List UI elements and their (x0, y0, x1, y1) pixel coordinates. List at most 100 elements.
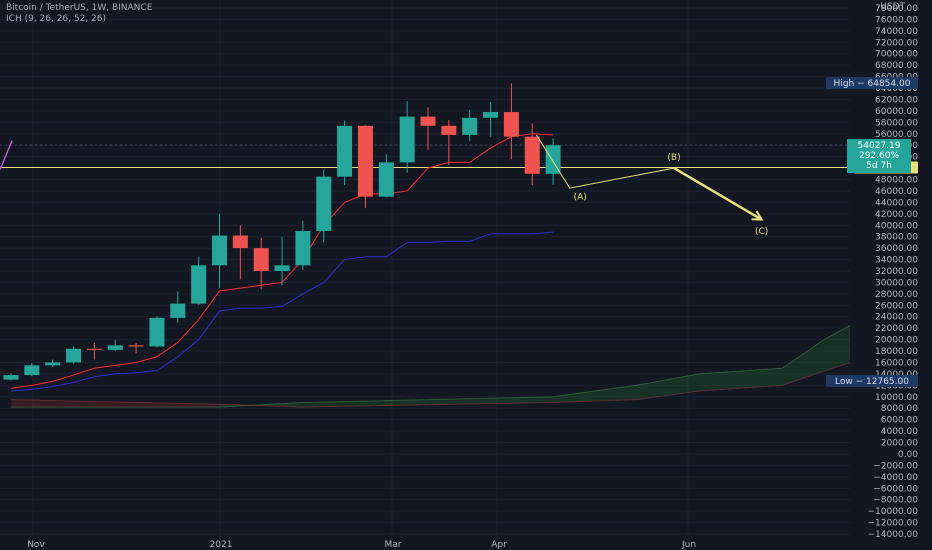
candle[interactable] (170, 291, 186, 323)
last-price-box[interactable] (847, 139, 911, 174)
candle-body (45, 362, 61, 366)
candle-body (232, 235, 248, 249)
candle[interactable] (483, 101, 499, 137)
y-tick-label: 10000.00 (875, 393, 918, 403)
y-tick-label: 18000.00 (875, 347, 918, 357)
candle-body (24, 365, 40, 376)
y-tick-label: 74000.00 (875, 27, 918, 37)
y-tick-label: 60000.00 (875, 107, 918, 117)
y-tick-label: 24000.00 (875, 313, 918, 323)
price-axis-panel (850, 0, 932, 550)
candle-body (399, 116, 415, 163)
candle[interactable] (128, 343, 144, 354)
y-tick-label: 44000.00 (875, 198, 918, 208)
y-tick-label: −8000.00 (873, 496, 918, 506)
last-price-text: 5d 7h (866, 161, 892, 171)
candle-body (107, 345, 123, 350)
x-tick-label: Nov (27, 540, 45, 550)
candle[interactable] (337, 120, 353, 186)
y-tick-label: −2000.00 (873, 461, 918, 471)
indicator-label[interactable]: ICH (9, 26, 26, 52, 26) (6, 14, 107, 24)
y-tick-label: 16000.00 (875, 358, 918, 368)
cloud-segment (553, 385, 637, 403)
y-tick-label: −14000.00 (868, 530, 919, 540)
cloud-segment (636, 373, 700, 400)
candle[interactable] (24, 363, 40, 377)
candle-body (3, 375, 19, 380)
cloud-segment (302, 396, 554, 408)
y-tick-label: 22000.00 (875, 324, 918, 334)
candle[interactable] (295, 220, 311, 270)
y-tick-label: 14000.00 (875, 370, 918, 380)
y-tick-label: 4000.00 (881, 427, 918, 437)
drawing-fragment (0, 140, 13, 171)
x-tick-label: Mar (385, 540, 402, 550)
candle-body (128, 345, 144, 347)
y-tick-label: 46000.00 (875, 187, 918, 197)
candle[interactable] (420, 107, 436, 150)
wave-label: (C) (755, 227, 768, 237)
candle[interactable] (316, 169, 332, 243)
candle-body (357, 125, 373, 197)
wave-label: (B) (667, 153, 680, 163)
wave-arrow-shaft (673, 167, 763, 221)
candle[interactable] (503, 83, 519, 160)
candle[interactable] (191, 256, 207, 305)
candle[interactable] (45, 359, 61, 368)
candle[interactable] (212, 213, 227, 289)
y-tick-label: 28000.00 (875, 290, 918, 300)
y-tick-label: 2000.00 (881, 439, 918, 449)
candle-body (316, 176, 332, 231)
grid (0, 0, 850, 540)
candle[interactable] (462, 109, 478, 142)
candle-body (462, 117, 478, 135)
candle[interactable] (399, 101, 415, 173)
candle[interactable] (274, 236, 290, 286)
candle-body (378, 162, 394, 197)
y-tick-label: 48000.00 (875, 176, 918, 186)
y-tick-label: 40000.00 (875, 221, 918, 231)
y-tick-label: 0.00 (898, 450, 918, 460)
senkou-span-a (11, 293, 932, 408)
candle[interactable] (524, 123, 540, 186)
candle-body (524, 136, 540, 174)
candle[interactable] (232, 225, 248, 280)
candle-body (420, 116, 436, 126)
candle[interactable] (378, 154, 394, 198)
y-tick-label: 26000.00 (875, 301, 918, 311)
candle[interactable] (107, 340, 123, 352)
y-tick-label: 42000.00 (875, 210, 918, 220)
cloud-segment (782, 339, 825, 386)
cloud-segment (11, 399, 220, 408)
candle[interactable] (86, 343, 102, 360)
candle[interactable] (253, 237, 269, 290)
ichimoku-cloud (10, 293, 932, 408)
candle-body (441, 125, 457, 135)
candle[interactable] (3, 373, 19, 381)
candle[interactable] (357, 125, 373, 209)
y-tick-label: 38000.00 (875, 233, 918, 243)
symbol-title[interactable]: Bitcoin / TetherUS, 1W, BINANCE (6, 3, 153, 13)
candle[interactable] (149, 316, 165, 348)
y-tick-label: 34000.00 (875, 256, 918, 266)
candle-body (191, 265, 207, 304)
candle[interactable] (441, 120, 457, 166)
y-tick-label: 78000.00 (875, 4, 918, 14)
y-tick-label: 72000.00 (875, 38, 918, 48)
candle-body (149, 317, 165, 347)
wave-arrow-head (751, 210, 764, 221)
price-badge[interactable] (826, 374, 918, 387)
currency-label: USDT (880, 2, 905, 12)
y-tick-label: −10000.00 (868, 507, 919, 517)
y-tick-label: −6000.00 (873, 484, 918, 494)
candle[interactable] (66, 346, 82, 364)
price-badge[interactable] (826, 77, 918, 90)
candle-body (253, 248, 269, 271)
wave-path[interactable] (535, 134, 762, 220)
x-tick-label: Apr (491, 540, 507, 550)
candle-body (86, 348, 102, 350)
candles (3, 83, 561, 381)
y-tick-label: 30000.00 (875, 278, 918, 288)
